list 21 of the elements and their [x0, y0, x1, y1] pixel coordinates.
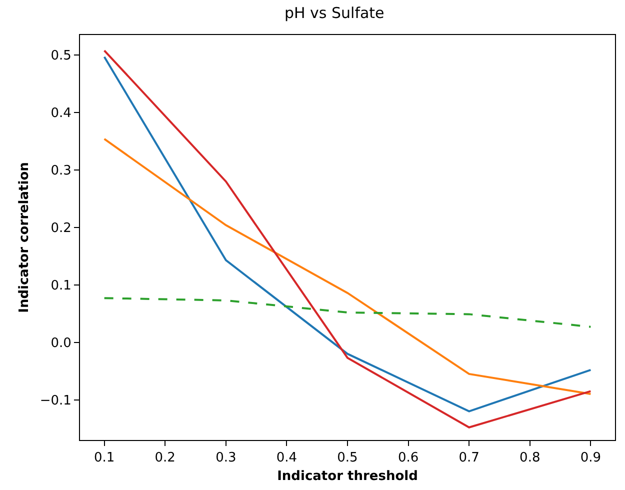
x-tick-label: 0.3	[216, 450, 236, 466]
x-tick-label: 0.9	[580, 450, 602, 466]
line-series	[103, 138, 592, 396]
x-tick-label: 0.6	[398, 450, 419, 466]
y-tick-label: 0.5	[50, 48, 72, 64]
y-tick-label: 0.4	[50, 106, 72, 122]
y-tick-label: 0.2	[50, 221, 72, 236]
x-tick-label: 0.7	[458, 450, 480, 466]
y-tick-label: 0.3	[50, 164, 72, 179]
y-tick-label: 0.1	[50, 278, 72, 294]
y-tick-label: −0.1	[40, 393, 72, 408]
x-tick-label: 0.2	[154, 450, 176, 466]
line-series	[103, 297, 592, 328]
chart-title: pH vs Sulfate	[284, 4, 384, 22]
x-tick-label: 0.4	[276, 450, 298, 466]
y-tick-label: 0.0	[50, 336, 72, 351]
x-tick-label: 0.5	[337, 450, 358, 466]
x-axis-title: Indicator threshold	[277, 469, 418, 484]
x-tick-label: 0.1	[94, 450, 115, 466]
y-axis-title: Indicator correlation	[16, 162, 32, 313]
x-tick-label: 0.8	[520, 450, 540, 466]
